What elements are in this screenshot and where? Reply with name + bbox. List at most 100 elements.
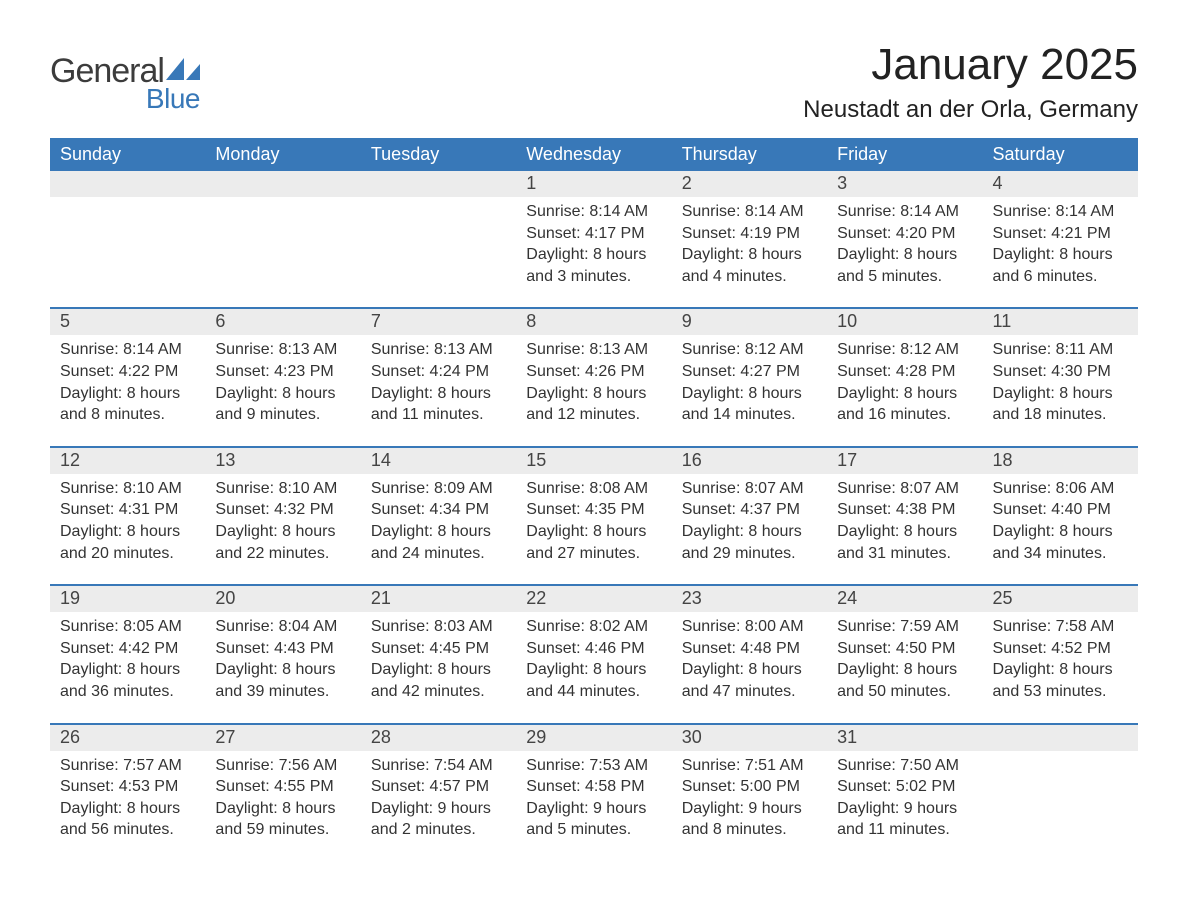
sunset-text: Sunset: 4:38 PM [837,499,972,521]
sunrise-text: Sunrise: 8:02 AM [526,616,661,638]
sunset-text: Sunset: 5:00 PM [682,776,817,798]
weekday-header: Sunday [50,138,205,171]
sunrise-text: Sunrise: 8:06 AM [993,478,1128,500]
daylight-text-1: Daylight: 8 hours [837,244,972,266]
daylight-text-1: Daylight: 8 hours [215,659,350,681]
day-number-cell: 4 [983,171,1138,197]
day-info-cell: Sunrise: 8:12 AMSunset: 4:27 PMDaylight:… [672,335,827,446]
day-number-cell: 12 [50,448,205,474]
daylight-text-2: and 42 minutes. [371,681,506,703]
weekday-header: Monday [205,138,360,171]
daylight-text-1: Daylight: 8 hours [682,659,817,681]
day-number-cell [983,725,1138,751]
day-info-cell: Sunrise: 7:54 AMSunset: 4:57 PMDaylight:… [361,751,516,861]
sunset-text: Sunset: 4:58 PM [526,776,661,798]
sunrise-text: Sunrise: 8:12 AM [837,339,972,361]
day-number-cell [50,171,205,197]
daylight-text-2: and 34 minutes. [993,543,1128,565]
day-number-row: 12131415161718 [50,448,1138,474]
sunrise-text: Sunrise: 7:51 AM [682,755,817,777]
sunrise-text: Sunrise: 8:03 AM [371,616,506,638]
day-number-cell: 3 [827,171,982,197]
day-info-cell: Sunrise: 8:10 AMSunset: 4:32 PMDaylight:… [205,474,360,585]
sunrise-text: Sunrise: 7:59 AM [837,616,972,638]
daylight-text-1: Daylight: 8 hours [526,521,661,543]
day-number-cell [205,171,360,197]
daylight-text-1: Daylight: 8 hours [837,659,972,681]
sunset-text: Sunset: 4:32 PM [215,499,350,521]
sunset-text: Sunset: 4:53 PM [60,776,195,798]
day-info-row: Sunrise: 8:14 AMSunset: 4:17 PMDaylight:… [50,197,1138,308]
day-number-cell: 11 [983,309,1138,335]
page-header: General Blue January 2025 Neustadt an de… [50,40,1138,124]
daylight-text-2: and 31 minutes. [837,543,972,565]
location-subtitle: Neustadt an der Orla, Germany [803,96,1138,124]
day-info-cell: Sunrise: 8:02 AMSunset: 4:46 PMDaylight:… [516,612,671,723]
day-number-cell: 25 [983,586,1138,612]
day-number-cell: 19 [50,586,205,612]
daylight-text-2: and 47 minutes. [682,681,817,703]
sunset-text: Sunset: 4:21 PM [993,223,1128,245]
sunrise-text: Sunrise: 7:54 AM [371,755,506,777]
daylight-text-1: Daylight: 8 hours [682,244,817,266]
sunset-text: Sunset: 4:28 PM [837,361,972,383]
day-info-cell: Sunrise: 8:03 AMSunset: 4:45 PMDaylight:… [361,612,516,723]
day-info-cell: Sunrise: 8:09 AMSunset: 4:34 PMDaylight:… [361,474,516,585]
day-info-row: Sunrise: 8:10 AMSunset: 4:31 PMDaylight:… [50,474,1138,585]
day-info-cell: Sunrise: 7:53 AMSunset: 4:58 PMDaylight:… [516,751,671,861]
daylight-text-1: Daylight: 8 hours [682,521,817,543]
daylight-text-1: Daylight: 9 hours [371,798,506,820]
sunrise-text: Sunrise: 8:12 AM [682,339,817,361]
day-info-cell: Sunrise: 7:58 AMSunset: 4:52 PMDaylight:… [983,612,1138,723]
day-info-cell: Sunrise: 8:14 AMSunset: 4:17 PMDaylight:… [516,197,671,308]
sunset-text: Sunset: 4:24 PM [371,361,506,383]
brand-logo: General Blue [50,52,200,115]
day-info-cell: Sunrise: 7:59 AMSunset: 4:50 PMDaylight:… [827,612,982,723]
sunset-text: Sunset: 4:31 PM [60,499,195,521]
sunrise-text: Sunrise: 8:13 AM [526,339,661,361]
sunset-text: Sunset: 4:57 PM [371,776,506,798]
day-info-cell: Sunrise: 8:07 AMSunset: 4:37 PMDaylight:… [672,474,827,585]
daylight-text-2: and 18 minutes. [993,404,1128,426]
sunrise-text: Sunrise: 8:14 AM [837,201,972,223]
day-number-row: 262728293031 [50,725,1138,751]
day-info-cell: Sunrise: 8:14 AMSunset: 4:21 PMDaylight:… [983,197,1138,308]
brand-word-blue: Blue [146,83,200,115]
sunset-text: Sunset: 4:42 PM [60,638,195,660]
day-number-cell: 2 [672,171,827,197]
day-info-cell: Sunrise: 8:13 AMSunset: 4:24 PMDaylight:… [361,335,516,446]
daylight-text-2: and 6 minutes. [993,266,1128,288]
day-number-cell: 6 [205,309,360,335]
daylight-text-1: Daylight: 8 hours [526,659,661,681]
daylight-text-2: and 27 minutes. [526,543,661,565]
daylight-text-2: and 16 minutes. [837,404,972,426]
sunset-text: Sunset: 4:45 PM [371,638,506,660]
sunrise-text: Sunrise: 8:14 AM [993,201,1128,223]
daylight-text-2: and 8 minutes. [60,404,195,426]
day-number-cell: 16 [672,448,827,474]
daylight-text-2: and 3 minutes. [526,266,661,288]
day-info-cell [983,751,1138,861]
daylight-text-2: and 53 minutes. [993,681,1128,703]
sunrise-text: Sunrise: 8:05 AM [60,616,195,638]
sunrise-text: Sunrise: 8:04 AM [215,616,350,638]
sunrise-text: Sunrise: 8:11 AM [993,339,1128,361]
daylight-text-1: Daylight: 8 hours [526,383,661,405]
day-info-cell: Sunrise: 7:51 AMSunset: 5:00 PMDaylight:… [672,751,827,861]
daylight-text-2: and 36 minutes. [60,681,195,703]
daylight-text-2: and 20 minutes. [60,543,195,565]
day-info-cell [361,197,516,308]
day-number-cell: 23 [672,586,827,612]
daylight-text-2: and 56 minutes. [60,819,195,841]
day-number-cell: 18 [983,448,1138,474]
daylight-text-2: and 2 minutes. [371,819,506,841]
day-number-row: 567891011 [50,309,1138,335]
daylight-text-1: Daylight: 8 hours [60,659,195,681]
day-number-cell: 8 [516,309,671,335]
daylight-text-2: and 9 minutes. [215,404,350,426]
day-info-cell: Sunrise: 8:13 AMSunset: 4:23 PMDaylight:… [205,335,360,446]
sunrise-text: Sunrise: 7:56 AM [215,755,350,777]
calendar-table: SundayMondayTuesdayWednesdayThursdayFrid… [50,138,1138,861]
daylight-text-2: and 39 minutes. [215,681,350,703]
day-info-cell: Sunrise: 8:08 AMSunset: 4:35 PMDaylight:… [516,474,671,585]
